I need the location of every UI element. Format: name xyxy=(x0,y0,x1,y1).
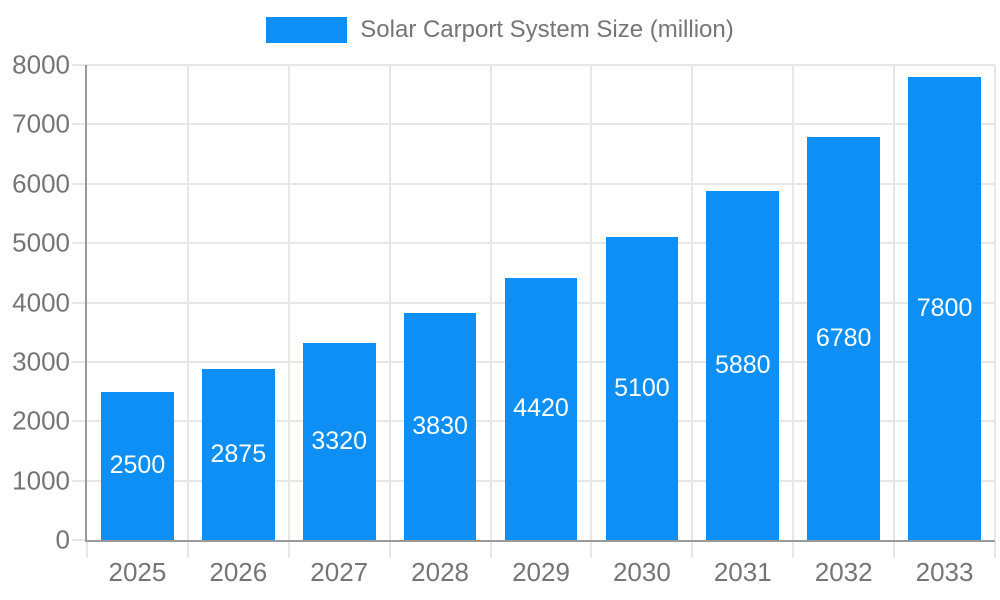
x-tick-label: 2033 xyxy=(915,557,974,587)
v-gridline xyxy=(186,65,189,540)
x-axis-tick xyxy=(287,541,290,558)
x-tick-label: 2032 xyxy=(814,557,873,587)
legend-label: Solar Carport System Size (million) xyxy=(360,16,734,43)
x-axis-tick xyxy=(893,541,896,558)
x-axis-tick xyxy=(792,541,795,558)
x-tick-label: 2031 xyxy=(713,557,772,587)
x-axis-line xyxy=(85,540,995,542)
bar-value-label: 3830 xyxy=(412,411,468,440)
y-tick-label: 4000 xyxy=(12,287,70,317)
bar: 4420 xyxy=(504,277,578,540)
x-axis-tick xyxy=(489,541,492,558)
x-axis-tick xyxy=(994,541,996,558)
bar-value-label: 4420 xyxy=(513,394,569,423)
v-gridline xyxy=(691,65,694,540)
y-axis-tick xyxy=(72,420,87,423)
bar-value-label: 5880 xyxy=(714,350,771,379)
bar-value-label: 5100 xyxy=(614,374,670,403)
bar: 3830 xyxy=(403,312,477,540)
bar-value-label: 7800 xyxy=(916,293,973,322)
y-axis-tick xyxy=(72,64,87,66)
y-tick-label: 6000 xyxy=(12,168,70,199)
y-axis-tick xyxy=(72,360,87,363)
y-tick-label: 0 xyxy=(55,524,70,555)
y-axis-tick xyxy=(72,479,87,482)
v-gridline xyxy=(994,65,996,540)
h-gridline xyxy=(87,64,995,66)
y-tick-label: 1000 xyxy=(12,465,70,496)
v-gridline xyxy=(792,65,795,540)
x-axis-tick xyxy=(691,541,694,558)
x-axis-tick xyxy=(86,541,88,558)
x-axis-tick xyxy=(590,541,593,558)
y-axis-tick xyxy=(72,301,87,304)
x-tick-label: 2030 xyxy=(612,557,671,587)
bar-value-label: 2875 xyxy=(210,440,267,469)
chart-legend: Solar Carport System Size (million) xyxy=(0,16,1000,44)
v-gridline xyxy=(287,65,290,540)
bar: 7800 xyxy=(908,76,981,540)
x-axis-tick xyxy=(186,541,189,558)
h-gridline xyxy=(87,242,995,245)
y-axis-tick xyxy=(72,182,87,185)
y-axis-tick xyxy=(72,539,87,541)
y-axis-tick xyxy=(72,123,87,126)
h-gridline xyxy=(87,182,995,185)
y-tick-label: 2000 xyxy=(12,405,70,436)
v-gridline xyxy=(388,65,391,540)
bar: 3320 xyxy=(302,342,376,540)
y-tick-label: 8000 xyxy=(12,49,70,80)
bar-value-label: 2500 xyxy=(109,451,166,480)
bar: 6780 xyxy=(807,137,880,540)
bar-value-label: 3320 xyxy=(311,426,368,455)
y-axis-line xyxy=(85,65,87,540)
x-tick-label: 2026 xyxy=(209,557,268,587)
x-axis-tick xyxy=(388,541,391,558)
x-tick-label: 2025 xyxy=(108,557,167,587)
bar: 5100 xyxy=(605,237,679,540)
y-axis-tick xyxy=(72,242,87,245)
v-gridline xyxy=(893,65,896,540)
y-tick-label: 5000 xyxy=(12,227,70,258)
bar: 5880 xyxy=(706,190,780,540)
x-tick-label: 2028 xyxy=(411,557,470,587)
bar: 2875 xyxy=(202,369,275,540)
h-gridline xyxy=(87,123,995,126)
bar: 2500 xyxy=(101,391,174,540)
bar-value-label: 6780 xyxy=(815,324,872,353)
v-gridline xyxy=(489,65,492,540)
plot-area: 0 1000 2000 3000 4000 5000 6000 7000 8000 2025 250… xyxy=(12,50,996,587)
y-tick-label: 7000 xyxy=(12,108,70,139)
x-tick-label: 2027 xyxy=(310,557,369,587)
legend-swatch xyxy=(266,17,348,43)
x-tick-label: 2029 xyxy=(512,557,570,587)
y-tick-label: 3000 xyxy=(12,346,70,377)
v-gridline xyxy=(590,65,593,540)
